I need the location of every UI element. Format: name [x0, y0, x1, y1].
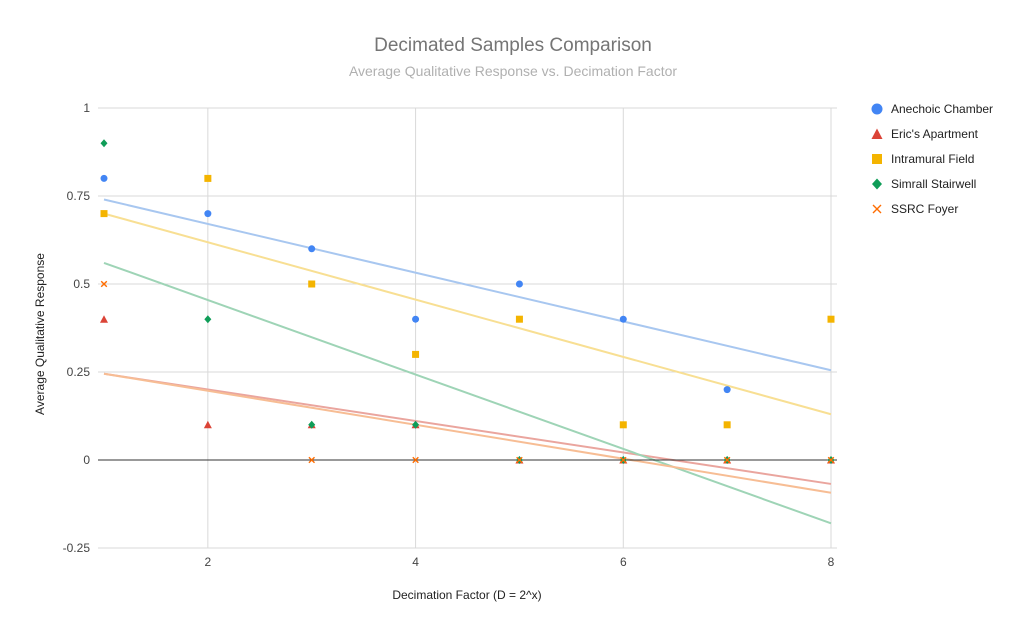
data-points [100, 139, 835, 464]
data-point-eric-s-apartment [203, 420, 212, 429]
data-point-anechoic-chamber [308, 245, 316, 253]
y-tick-label: 0.5 [73, 277, 90, 291]
data-point-intramural-field [204, 174, 212, 182]
legend-label-simrall-stairwell: Simrall Stairwell [891, 177, 976, 191]
data-point-simrall-stairwell [204, 315, 212, 324]
data-point-simrall-stairwell [308, 420, 316, 429]
x-tick-label: 8 [828, 555, 835, 569]
y-tick-label: 0.75 [67, 189, 91, 203]
x-axis-label: Decimation Factor (D = 2^x) [392, 588, 541, 602]
data-point-ssrc-foyer [308, 456, 316, 464]
y-tick-label: 0.25 [67, 365, 91, 379]
chart-subtitle: Average Qualitative Response vs. Decimat… [349, 63, 677, 79]
data-point-intramural-field [100, 210, 108, 218]
trendline-ssrc-foyer [103, 372, 832, 494]
y-axis-label: Average Qualitative Response [33, 253, 47, 415]
data-point-intramural-field [515, 315, 523, 323]
y-tick-label: -0.25 [63, 541, 91, 555]
trendline-simrall-stairwell [103, 261, 832, 525]
data-point-anechoic-chamber [515, 280, 523, 288]
data-point-intramural-field [412, 350, 420, 358]
y-tick-label: 1 [83, 101, 90, 115]
legend-label-intramural-field: Intramural Field [891, 152, 974, 166]
legend: Anechoic Chamber Eric's Apartment Intramur… [871, 102, 993, 216]
tick-labels: -0.25 0 0.25 0.5 0.75 1 2 4 6 8 [63, 101, 835, 569]
trendline-anechoic-chamber [103, 198, 832, 372]
data-point-anechoic-chamber [100, 174, 108, 182]
data-point-anechoic-chamber [619, 315, 627, 323]
x-tick-label: 4 [412, 555, 419, 569]
legend-marker-simrall-stairwell [872, 178, 882, 190]
data-point-simrall-stairwell [100, 139, 108, 148]
data-point-ssrc-foyer [412, 456, 419, 464]
data-point-intramural-field [619, 421, 627, 429]
data-point-ssrc-foyer [100, 280, 108, 288]
data-point-eric-s-apartment [100, 315, 108, 323]
data-point-anechoic-chamber [412, 315, 420, 323]
data-point-ssrc-foyer [619, 456, 627, 464]
data-point-intramural-field [827, 315, 835, 323]
x-tick-label: 2 [205, 555, 212, 569]
data-point-intramural-field [723, 421, 731, 429]
legend-marker-eric-s-apartment [871, 128, 883, 139]
chart-title: Decimated Samples Comparison [374, 35, 652, 56]
data-point-intramural-field [308, 280, 316, 288]
legend-label-anechoic-chamber: Anechoic Chamber [891, 102, 993, 116]
data-point-ssrc-foyer [827, 456, 835, 464]
x-tick-label: 6 [620, 555, 627, 569]
legend-label-ssrc-foyer: SSRC Foyer [891, 202, 958, 216]
data-point-anechoic-chamber [723, 386, 731, 394]
legend-marker-intramural-field [872, 154, 882, 164]
legend-marker-ssrc-foyer [872, 204, 882, 214]
data-point-ssrc-foyer [723, 456, 731, 464]
data-point-anechoic-chamber [204, 210, 212, 218]
trendline-intramural-field [103, 212, 832, 416]
trendline-eric-s-apartment [103, 372, 832, 485]
trendlines [103, 198, 832, 525]
legend-label-eric-s-apartment: Eric's Apartment [891, 127, 979, 141]
legend-marker-anechoic-chamber [871, 103, 883, 115]
data-point-simrall-stairwell [412, 420, 420, 429]
data-point-ssrc-foyer [516, 456, 523, 464]
y-tick-label: 0 [83, 453, 90, 467]
grid-lines [98, 107, 837, 549]
